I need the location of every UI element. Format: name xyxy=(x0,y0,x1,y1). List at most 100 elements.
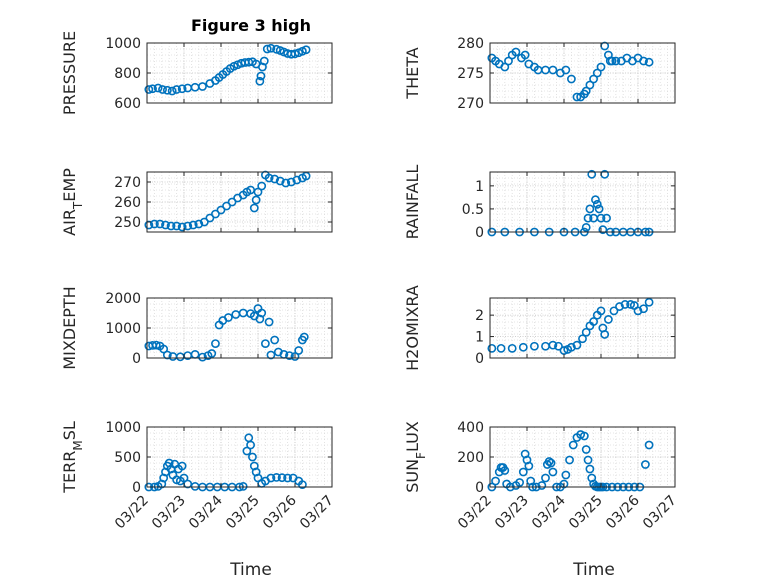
data-point xyxy=(272,44,281,54)
y-tick-label: 0 xyxy=(475,480,484,496)
data-point xyxy=(148,84,157,94)
y-tick-label: 280 xyxy=(457,36,484,52)
data-point xyxy=(177,222,187,232)
data-point xyxy=(583,213,593,223)
data-point xyxy=(611,56,621,66)
y-tick-label: 275 xyxy=(457,66,484,82)
data-point xyxy=(579,431,589,441)
data-point xyxy=(596,306,606,316)
data-point xyxy=(257,181,267,191)
data-point xyxy=(149,219,159,229)
y-tick-label: 2000 xyxy=(105,291,141,307)
data-point xyxy=(585,80,595,90)
y-tick-label: 400 xyxy=(457,420,484,436)
data-point xyxy=(162,85,172,95)
data-point xyxy=(639,304,648,314)
data-point xyxy=(183,221,193,231)
data-point xyxy=(596,213,606,223)
axes-box xyxy=(489,297,676,359)
y-axis-label: MIXDEPTH xyxy=(60,286,79,369)
data-point xyxy=(633,306,643,316)
data-point xyxy=(151,340,161,350)
subplot-pressure: 600 800 1000 PRESSURE xyxy=(60,31,333,115)
data-point xyxy=(609,306,619,316)
data-point xyxy=(561,65,571,75)
data-point xyxy=(297,480,307,489)
data-point xyxy=(602,213,611,223)
data-point xyxy=(272,472,281,482)
data-point xyxy=(222,201,231,211)
data-point xyxy=(207,349,217,358)
data-point xyxy=(211,339,220,348)
data-point xyxy=(262,44,272,54)
y-axis-label: SUNFLUX xyxy=(403,421,428,493)
x-axis-label-right: Time xyxy=(572,560,615,580)
y-tick-label: 250 xyxy=(114,215,141,231)
data-point xyxy=(515,478,524,487)
data-point xyxy=(167,86,177,96)
data-point xyxy=(159,344,169,354)
y-axis-label: H2OMIXRA xyxy=(403,285,422,371)
data-point xyxy=(530,341,539,351)
data-point xyxy=(626,300,635,309)
data-point xyxy=(537,481,547,490)
y-tick-label: 0 xyxy=(132,480,141,496)
y-tick-label: 0.5 xyxy=(462,202,484,218)
y-tick-label: 260 xyxy=(114,195,141,211)
data-point xyxy=(161,220,170,230)
data-point xyxy=(266,350,276,360)
data-point xyxy=(155,219,165,229)
data-point xyxy=(172,85,181,94)
data-point xyxy=(600,330,610,339)
data-point xyxy=(179,473,189,483)
x-axis-label-left: Time xyxy=(229,560,272,580)
subplot-h2omixra: 0 1 2 H2OMIXRA xyxy=(403,285,676,371)
data-point xyxy=(281,178,291,188)
data-point xyxy=(199,217,209,227)
y-tick-label: 2 xyxy=(475,308,484,324)
subplot-air-temp: 250 260 270 AIRTEMP xyxy=(60,168,333,236)
data-point xyxy=(264,317,274,327)
y-tick-label: 1000 xyxy=(105,36,141,52)
y-tick-label: 270 xyxy=(457,96,484,112)
data-point xyxy=(578,334,587,344)
figure-title: Figure 3 high xyxy=(191,16,311,35)
data-point xyxy=(548,340,558,350)
data-point xyxy=(592,68,602,78)
data-point xyxy=(256,71,266,81)
data-point xyxy=(277,473,287,483)
data-point xyxy=(644,57,654,67)
data-point xyxy=(518,342,528,352)
data-point xyxy=(572,92,582,102)
y-tick-label: 0 xyxy=(132,351,141,367)
data-point xyxy=(491,476,500,486)
data-point xyxy=(172,221,181,231)
y-tick-label: 270 xyxy=(114,175,141,191)
data-point xyxy=(248,452,257,462)
data-point xyxy=(583,455,593,465)
data-point xyxy=(251,195,261,205)
data-point xyxy=(554,341,563,351)
data-point xyxy=(266,43,276,53)
data-point xyxy=(596,62,606,72)
data-point xyxy=(567,342,576,352)
data-point xyxy=(544,457,554,466)
data-point xyxy=(153,83,163,93)
data-point xyxy=(644,297,654,307)
data-point xyxy=(496,343,506,353)
data-point xyxy=(581,222,591,232)
data-point xyxy=(641,460,650,469)
data-point xyxy=(194,219,204,229)
y-tick-label: 0 xyxy=(475,225,484,241)
y-tick-label: 1 xyxy=(475,330,484,346)
data-point xyxy=(567,74,576,84)
data-point xyxy=(565,455,574,465)
data-point xyxy=(249,203,259,213)
y-axis-label: RAINFALL xyxy=(403,165,422,240)
y-tick-label: 0 xyxy=(475,351,484,367)
y-axis-label: AIRTEMP xyxy=(60,168,85,236)
data-point xyxy=(559,479,569,489)
data-point xyxy=(270,174,280,184)
